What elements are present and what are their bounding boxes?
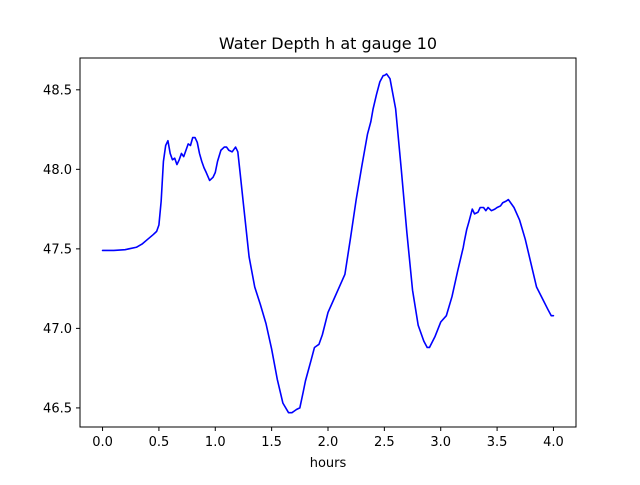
series-layer xyxy=(101,73,555,414)
plot-area xyxy=(80,58,576,427)
series-line-0 xyxy=(101,73,555,414)
y-tick-label: 46.5 xyxy=(43,401,72,416)
x-tick-label: 2.0 xyxy=(318,435,339,450)
x-axis-ticks: 0.0 0.5 1.0 1.5 2.0 2.5 3.0 3.5 4.0 xyxy=(92,427,564,450)
y-axis-ticks: 46.5 47.0 47.5 48.0 48.5 xyxy=(43,83,80,416)
x-tick-label: 1.0 xyxy=(205,435,226,450)
x-tick-label: 2.5 xyxy=(374,435,395,450)
x-axis-label: hours xyxy=(310,456,347,471)
x-tick-label: 3.0 xyxy=(430,435,451,450)
y-tick-label: 48.5 xyxy=(43,83,72,98)
x-tick-label: 0.0 xyxy=(92,435,113,450)
plot-frame xyxy=(79,57,577,428)
x-tick-label: 1.5 xyxy=(261,435,282,450)
y-tick-label: 48.0 xyxy=(43,163,72,178)
x-tick-label: 4.0 xyxy=(543,435,564,450)
y-tick-label: 47.0 xyxy=(43,322,72,337)
x-tick-label: 3.5 xyxy=(487,435,508,450)
y-tick-label: 47.5 xyxy=(43,242,72,257)
chart-title: Water Depth h at gauge 10 xyxy=(219,34,437,53)
x-tick-label: 0.5 xyxy=(149,435,170,450)
